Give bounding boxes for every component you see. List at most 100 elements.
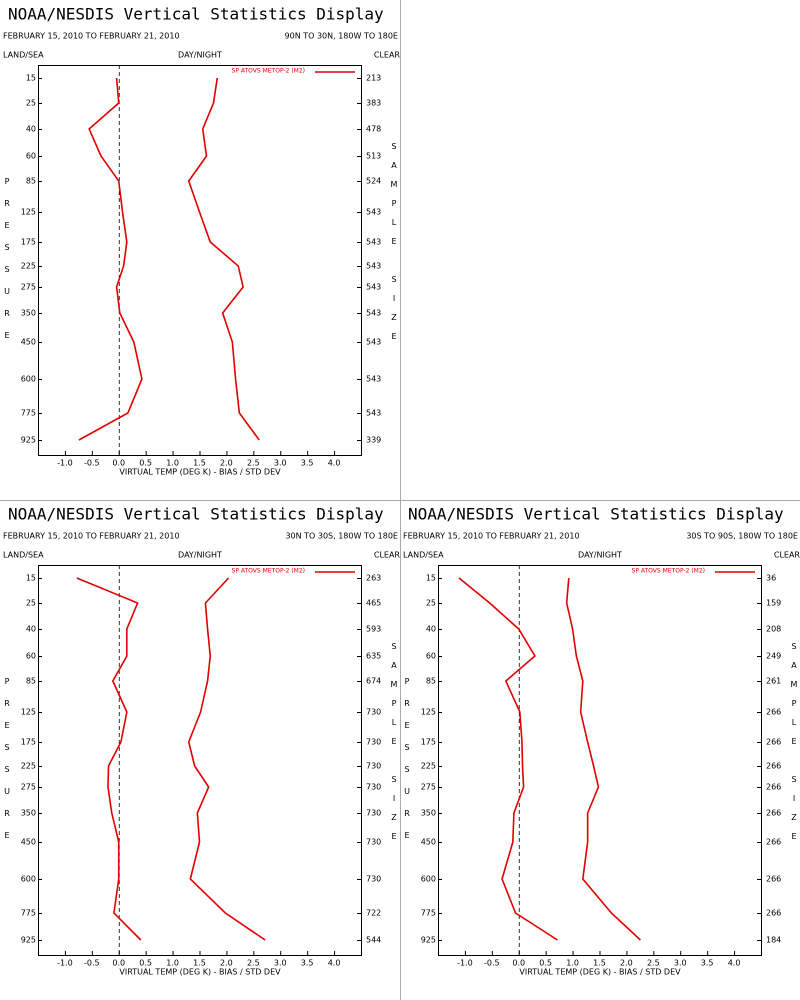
sample-size-label: 524 — [366, 177, 381, 186]
x-tick-label: -0.5 — [484, 959, 500, 968]
y-tick-label: 275 — [21, 283, 36, 292]
x-tick-label: 0.5 — [139, 959, 152, 968]
y-tick-label: 600 — [421, 875, 436, 884]
y-tick-label: 775 — [21, 909, 36, 918]
x-tick-label: 2.5 — [247, 459, 260, 468]
region: 90N TO 30N, 180W TO 180E — [285, 32, 398, 41]
x-tick-label: 2.5 — [247, 959, 260, 968]
y-tick-label: 25 — [26, 599, 36, 608]
sample-size-label: 383 — [366, 99, 381, 108]
x-tick-label: 0.0 — [112, 959, 125, 968]
sample-size-label: 159 — [766, 599, 781, 608]
x-tick-label: 3.0 — [674, 959, 687, 968]
profile-line — [187, 77, 260, 441]
x-tick-label: -1.0 — [57, 959, 73, 968]
sample-size-label: 730 — [366, 738, 381, 747]
x-tick-label: 0.5 — [539, 959, 552, 968]
x-tick-label: 3.5 — [701, 959, 714, 968]
sample-size-label: 730 — [366, 708, 381, 717]
y-tick-label: 600 — [21, 375, 36, 384]
y-tick-label: 15 — [426, 574, 436, 583]
y-tick-label: 40 — [426, 625, 436, 634]
x-tick-label: 3.5 — [301, 959, 314, 968]
sample-size-label: 593 — [366, 625, 381, 634]
y-tick-label: 350 — [421, 809, 436, 818]
day-night-label: DAY/NIGHT — [178, 551, 222, 560]
y-tick-label: 225 — [421, 762, 436, 771]
x-tick-label: 1.0 — [166, 959, 179, 968]
legend-label: SP ATOVS METOP-2 (M2) — [232, 68, 305, 75]
sample-size-label: 339 — [366, 436, 381, 445]
sample-size-label: 543 — [366, 375, 381, 384]
y-tick-label: 600 — [21, 875, 36, 884]
x-tick-label: -0.5 — [84, 459, 100, 468]
y-tick-label: 925 — [421, 936, 436, 945]
subtitle: FEBRUARY 15, 2010 TO FEBRUARY 21, 2010 — [403, 532, 580, 541]
x-tick-label: 0.0 — [112, 459, 125, 468]
y-tick-label: 85 — [26, 177, 36, 186]
sample-size-label: 730 — [366, 783, 381, 792]
land-sea-label: LAND/SEA — [3, 51, 44, 60]
x-tick-label: 2.5 — [647, 959, 660, 968]
y-tick-label: 775 — [21, 409, 36, 418]
chart-title: NOAA/NESDIS Vertical Statistics Display — [408, 505, 784, 524]
x-tick-label: 1.0 — [566, 959, 579, 968]
region: 30N TO 30S, 180W TO 180E — [285, 532, 398, 541]
y-tick-label: 175 — [21, 738, 36, 747]
y-tick-label: 225 — [21, 762, 36, 771]
plot-frame — [438, 565, 762, 956]
sample-size-label: 261 — [766, 677, 781, 686]
region: 30S TO 90S, 180W TO 180E — [686, 532, 798, 541]
profile-line — [565, 577, 641, 941]
sample-size-label: 36 — [766, 574, 776, 583]
y-tick-label: 350 — [21, 809, 36, 818]
sample-size-label: 730 — [366, 838, 381, 847]
sample-size-label: 266 — [766, 809, 781, 818]
sample-size-label: 730 — [366, 875, 381, 884]
y-tick-label: 225 — [21, 262, 36, 271]
day-night-label: DAY/NIGHT — [578, 551, 622, 560]
profile-line — [76, 577, 142, 941]
sample-size-label: 478 — [366, 125, 381, 134]
x-axis-label: VIRTUAL TEMP (DEG K) - BIAS / STD DEV — [119, 468, 281, 477]
x-tick-label: 0.0 — [512, 959, 525, 968]
y-tick-label: 125 — [21, 208, 36, 217]
x-tick-label: 2.0 — [220, 459, 233, 468]
x-tick-label: 4.0 — [328, 959, 341, 968]
sample-size-label: 213 — [366, 74, 381, 83]
y-tick-label: 60 — [426, 652, 436, 661]
x-tick-label: -0.5 — [84, 959, 100, 968]
sample-size-label: 730 — [366, 809, 381, 818]
x-tick-label: 1.5 — [193, 459, 206, 468]
y-tick-label: 775 — [421, 909, 436, 918]
y-tick-label: 85 — [426, 677, 436, 686]
y-tick-label: 60 — [26, 652, 36, 661]
sample-size-label: 266 — [766, 738, 781, 747]
clear-label: CLEAR — [374, 51, 401, 60]
x-tick-label: -1.0 — [57, 459, 73, 468]
sample-size-label: 184 — [766, 936, 781, 945]
x-tick-label: 3.5 — [301, 459, 314, 468]
y-tick-label: 15 — [26, 574, 36, 583]
sample-size-label: 543 — [366, 309, 381, 318]
x-axis-label: VIRTUAL TEMP (DEG K) - BIAS / STD DEV — [519, 968, 681, 977]
sample-size-label: 266 — [766, 783, 781, 792]
sample-size-label: 513 — [366, 152, 381, 161]
sample-size-label: 722 — [366, 909, 381, 918]
x-tick-label: 2.0 — [220, 959, 233, 968]
y-tick-label: 925 — [21, 936, 36, 945]
y-axis-label: PRESSURE — [3, 177, 12, 353]
legend-label: SP ATOVS METOP-2 (M2) — [632, 568, 705, 575]
sample-size-label: 543 — [366, 283, 381, 292]
sample-size-label: 544 — [366, 936, 381, 945]
subtitle: FEBRUARY 15, 2010 TO FEBRUARY 21, 2010 — [3, 32, 180, 41]
sample-size-label: 249 — [766, 652, 781, 661]
day-night-label: DAY/NIGHT — [178, 51, 222, 60]
sample-size-label: 730 — [366, 762, 381, 771]
y-tick-label: 25 — [426, 599, 436, 608]
land-sea-label: LAND/SEA — [3, 551, 44, 560]
legend-label: SP ATOVS METOP-2 (M2) — [232, 568, 305, 575]
y-tick-label: 40 — [26, 625, 36, 634]
clear-label: CLEAR — [774, 551, 800, 560]
x-tick-label: 4.0 — [328, 459, 341, 468]
